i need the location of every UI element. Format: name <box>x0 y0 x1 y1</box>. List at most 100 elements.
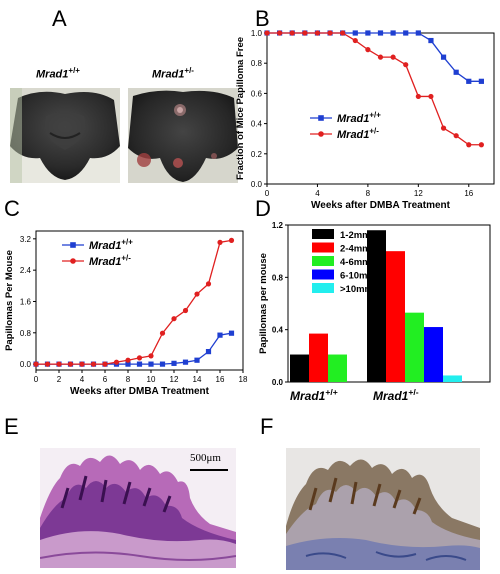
chart-b-data-point <box>277 30 283 36</box>
chart-b-data-point <box>403 30 409 36</box>
chart-c-legend-marker <box>70 242 76 248</box>
chart-c-plot-frame <box>35 230 244 371</box>
chart-c-data-point <box>102 361 108 367</box>
chart-b-x-axis-label: Weeks after DMBA Treatment <box>311 200 451 211</box>
chart-d-bar <box>328 354 347 382</box>
chart-d-y-tick-label: 0.0 <box>272 378 284 387</box>
chart-c-data-point <box>79 361 85 367</box>
chart-b-data-point <box>390 54 396 60</box>
chart-c-data-point <box>90 361 97 367</box>
chart-d-y-tick-label: 0.4 <box>272 326 284 335</box>
chart-c-data-point <box>136 355 143 361</box>
chart-c-data-point <box>56 361 62 367</box>
chart-d-bar <box>290 354 309 382</box>
histology-ihc-image <box>286 448 480 570</box>
chart-c-y-tick-label: 3.2 <box>20 235 32 244</box>
panel-letter-a: A <box>52 6 67 31</box>
chart-c-data-point <box>148 353 154 359</box>
chart-c-legend-marker <box>70 258 76 264</box>
chart-d-legend-label: 2-4mm <box>340 244 371 255</box>
chart-d-bar <box>424 327 443 382</box>
chart-b-data-point <box>453 69 459 75</box>
chart-b-data-point <box>327 30 333 36</box>
chart-c-data-point <box>205 281 212 287</box>
chart-b-data-point <box>415 93 421 100</box>
chart-b-data-point <box>302 30 308 36</box>
chart-d-bar <box>443 375 462 382</box>
chart-c-data-point <box>159 330 166 336</box>
chart-c-data-point <box>125 361 131 367</box>
chart-b-data-point <box>466 142 472 148</box>
chart-b-y-tick-label: 0.2 <box>251 150 263 159</box>
chart-b-data-point <box>390 30 396 36</box>
histology-he-image: 500μm <box>40 448 236 568</box>
chart-c-data-point <box>67 361 74 367</box>
chart-b-y-tick-label: 0.4 <box>251 120 263 129</box>
chart-b-data-point <box>264 30 270 36</box>
chart-c-y-tick-label: 0.8 <box>20 329 32 338</box>
chart-b-data-point <box>440 54 447 60</box>
chart-b-data-point <box>466 78 472 84</box>
chart-b-y-tick-label: 0.6 <box>251 89 263 98</box>
chart-c-x-tick-label: 8 <box>126 375 131 384</box>
chart-c-legend-label: Mrad1+/+ <box>89 238 133 252</box>
chart-c-data-point <box>228 237 235 243</box>
panel-letter-e: E <box>4 414 19 439</box>
chart-c-data-point <box>194 291 200 297</box>
chart-d-legend-label: 4-6mm <box>340 257 371 268</box>
chart-b-x-tick-label: 16 <box>464 189 473 198</box>
chart-c-data-point <box>171 316 177 322</box>
chart-b-x-tick-label: 0 <box>265 189 270 198</box>
chart-c-x-axis-label: Weeks after DMBA Treatment <box>70 386 210 397</box>
chart-d-legend-swatch <box>312 256 334 266</box>
chart-c-x-tick-label: 10 <box>147 375 156 384</box>
chart-c-x-tick-label: 6 <box>103 375 108 384</box>
chart-c-data-point <box>228 330 235 336</box>
panel-a-right-genotype: Mrad1+/- <box>152 66 194 81</box>
chart-d-legend-swatch <box>312 242 334 253</box>
panel-letter-f: F <box>260 414 274 439</box>
chart-c-legend-label: Mrad1+/- <box>89 254 131 268</box>
chart-b-x-tick-label: 12 <box>414 189 423 198</box>
chart-c-data-point <box>182 359 189 365</box>
chart-b-data-point <box>453 133 459 139</box>
chart-d-y-axis-label: Papillomas per mouse <box>258 253 269 354</box>
chart-c-data-point <box>217 332 223 338</box>
chart-b-data-point <box>365 30 371 36</box>
chart-d-legend-swatch <box>312 269 334 280</box>
chart-b-y-tick-label: 0.8 <box>251 59 263 68</box>
chart-b-data-point <box>415 30 421 36</box>
chart-c-x-tick-label: 0 <box>34 375 39 384</box>
chart-c-data-point <box>136 361 143 367</box>
chart-c-data-point <box>182 307 189 314</box>
chart-d-legend-swatch <box>312 229 334 239</box>
chart-d-legend-label: 1-2mm <box>340 230 371 241</box>
chart-b-data-point <box>478 78 484 84</box>
chart-c-x-tick-label: 16 <box>216 375 225 384</box>
chart-b-data-point <box>365 47 371 53</box>
chart-b-data-point <box>377 54 384 60</box>
chart-d-legend-label: >10mm <box>340 284 373 295</box>
chart-d-legend-label: 6-10mm <box>340 271 376 282</box>
chart-c-y-axis-label: Papillomas Per Mouse <box>4 250 15 351</box>
chart-b-data-point <box>478 142 484 148</box>
chart-d-bar <box>367 230 386 382</box>
chart-c-x-tick-label: 4 <box>80 375 85 384</box>
chart-c-data-point <box>194 357 200 363</box>
chart-c-data-point <box>217 239 223 245</box>
mouse-photo-wildtype <box>10 88 120 183</box>
chart-d-bar <box>309 333 328 382</box>
chart-b-legend-marker <box>318 115 324 121</box>
chart-b-data-point <box>440 125 447 131</box>
chart-c-data-point <box>171 360 177 366</box>
chart-b-y-axis-label: Fraction of Mice Papilloma Free <box>235 37 246 180</box>
panel-letter-b: B <box>255 6 270 31</box>
chart-b-data-point <box>352 37 358 44</box>
chart-b-data-point <box>289 30 295 36</box>
chart-c-data-point <box>159 361 166 367</box>
chart-d-group-label: Mrad1+/+ <box>290 387 338 403</box>
chart-b-data-point <box>428 37 434 44</box>
